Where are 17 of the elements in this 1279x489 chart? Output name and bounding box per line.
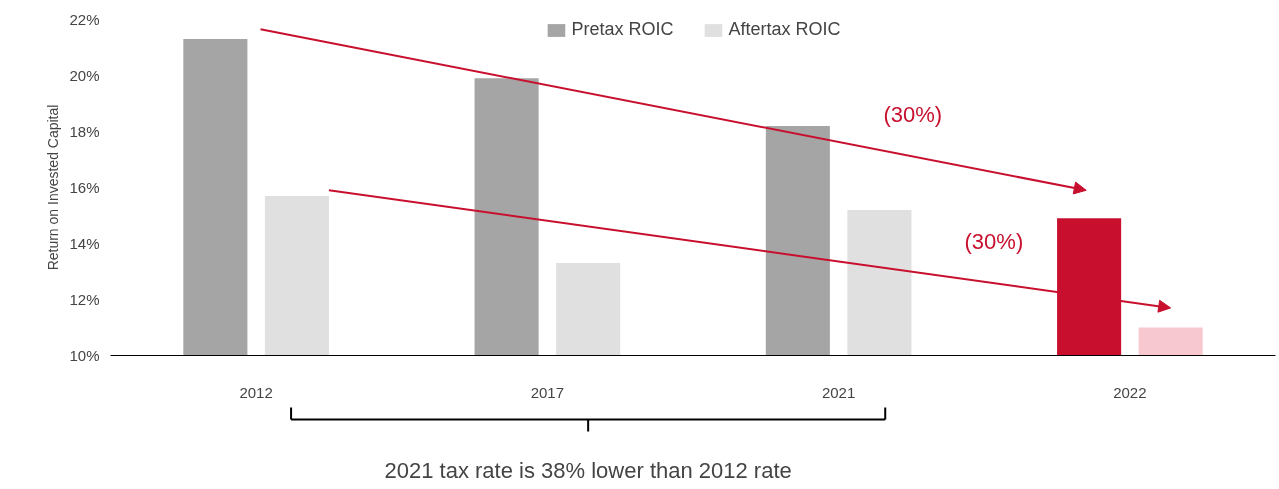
y-tick-label: 16% [69,179,100,196]
y-axis-title: Return on Invested Capital [45,104,62,271]
x-tick-label: 2022 [1113,383,1147,401]
y-tick-label: 12% [69,291,100,308]
y-tick-label: 18% [69,123,100,140]
legend-label: Aftertax ROIC [728,19,841,40]
y-tick-label: 10% [69,347,100,364]
annotation: (30%) [883,101,943,127]
x-tick-label: 2012 [239,383,273,401]
x-tick-label: 2021 [821,383,856,401]
x-tick-label: 2017 [530,383,565,401]
text: 2021 tax rate is 38% lower than 2012 rate [384,458,792,483]
y-tick-label: 14% [69,235,100,252]
annotation: (30%) [964,228,1024,254]
y-tick-label: 22% [69,11,100,28]
y-tick-label: 20% [69,67,100,84]
legend-label: Pretax ROIC [571,19,674,40]
